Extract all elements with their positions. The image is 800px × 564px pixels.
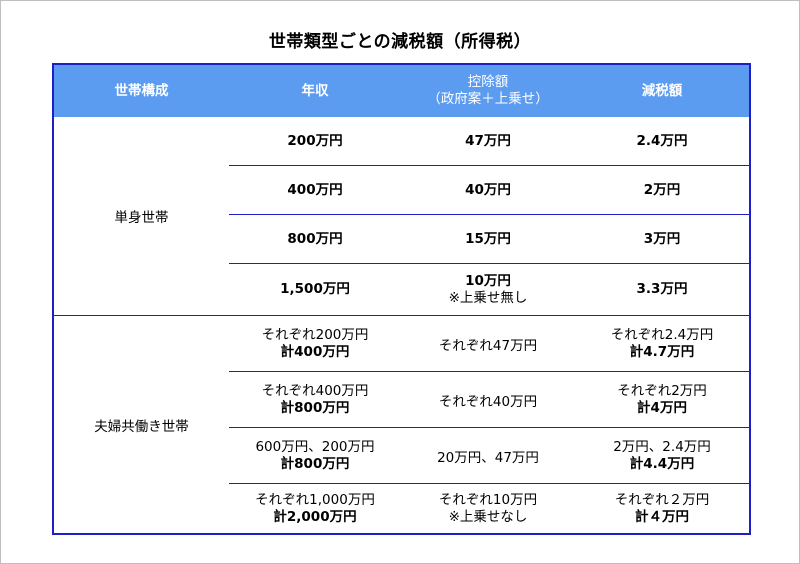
cell-income: 600万円、200万円 計800万円 xyxy=(229,427,401,484)
cell-income-total: 計2,000万円 xyxy=(273,508,357,525)
table-row: それぞれ1,000万円 計2,000万円 それぞれ10万円 ※上乗せなし それぞ… xyxy=(53,484,750,535)
cell-deduction: 47万円 xyxy=(401,117,575,166)
cell-deduction: それぞれ40万円 xyxy=(401,371,575,428)
table-row: 1,500万円 10万円 ※上乗せ無し 3.3万円 xyxy=(53,263,750,316)
table-row: 400万円 40万円 2万円 xyxy=(53,165,750,215)
cell-income-each: それぞれ1,000万円 xyxy=(255,491,375,508)
header-deduction-line1: 控除額 xyxy=(467,74,509,90)
cell-deduction-note: ※上乗せなし xyxy=(448,508,528,525)
header-household: 世帯構成 xyxy=(53,64,229,117)
cell-reduction: それぞれ２万円 計４万円 xyxy=(575,484,750,535)
header-reduction: 減税額 xyxy=(575,64,750,117)
page-title: 世帯類型ごとの減税額（所得税） xyxy=(268,32,532,52)
header-deduction-line2: （政府案＋上乗せ） xyxy=(427,91,549,107)
cell-income-total: 計400万円 xyxy=(280,343,350,360)
table-row: それぞれ400万円 計800万円 それぞれ40万円 それぞれ2万円 計4万円 xyxy=(53,371,750,428)
cell-income: それぞれ400万円 計800万円 xyxy=(229,371,401,428)
header-income: 年収 xyxy=(229,64,401,117)
cell-reduction-total: 計４万円 xyxy=(635,508,689,525)
cell-income-total: 計800万円 xyxy=(280,399,350,416)
cell-reduction: 2万円 xyxy=(575,165,750,215)
cell-deduction: それぞれ47万円 xyxy=(401,315,575,372)
cell-deduction: 10万円 ※上乗せ無し xyxy=(401,263,575,316)
group-label-couple: 夫婦共働き世帯 xyxy=(94,418,189,435)
cell-reduction: 3万円 xyxy=(575,214,750,264)
tax-reduction-table: 世帯構成 年収 控除額 （政府案＋上乗せ） 減税額 単身世帯 200万円 47万… xyxy=(52,63,751,535)
cell-income: 800万円 xyxy=(229,214,401,264)
cell-reduction-total: 計4.4万円 xyxy=(629,455,695,472)
cell-reduction: 2.4万円 xyxy=(575,117,750,166)
cell-deduction: それぞれ10万円 ※上乗せなし xyxy=(401,484,575,535)
cell-deduction-note: ※上乗せ無し xyxy=(448,289,528,306)
cell-income: 400万円 xyxy=(229,165,401,215)
table-row: 単身世帯 200万円 47万円 2.4万円 xyxy=(53,117,750,316)
cell-deduction: 40万円 xyxy=(401,165,575,215)
cell-deduction-value: 20万円、47万円 xyxy=(437,450,539,466)
cell-reduction-each: 2万円、2.4万円 xyxy=(613,438,711,455)
header-deduction: 控除額 （政府案＋上乗せ） xyxy=(401,64,575,117)
cell-deduction-value: それぞれ10万円 xyxy=(438,491,538,508)
cell-income-total: 計800万円 xyxy=(280,455,350,472)
cell-reduction: それぞれ2万円 計4万円 xyxy=(575,371,750,428)
cell-income: それぞれ1,000万円 計2,000万円 xyxy=(229,484,401,535)
cell-income: 1,500万円 xyxy=(229,263,401,316)
cell-income-each: それぞれ400万円 xyxy=(261,382,369,399)
cell-reduction-each: それぞれ2万円 xyxy=(617,382,707,399)
cell-income: それぞれ200万円 計400万円 xyxy=(229,315,401,372)
cell-income-each: 600万円、200万円 xyxy=(255,438,375,455)
table-header-row: 世帯構成 年収 控除額 （政府案＋上乗せ） 減税額 xyxy=(53,64,750,117)
cell-reduction-total: 計4万円 xyxy=(637,399,687,416)
cell-deduction-value: 10万円 xyxy=(465,272,511,289)
cell-deduction-value: それぞれ47万円 xyxy=(438,338,538,354)
group-label-single: 単身世帯 xyxy=(53,117,229,316)
cell-deduction: 15万円 xyxy=(401,214,575,264)
cell-deduction-value: それぞれ40万円 xyxy=(438,394,538,410)
cell-reduction-total: 計4.7万円 xyxy=(629,343,695,360)
cell-reduction: 3.3万円 xyxy=(575,263,750,316)
cell-reduction: 2万円、2.4万円 計4.4万円 xyxy=(575,427,750,484)
table-row: 夫婦共働き世帯 それぞれ200万円 計400万円 それぞれ47万円 それぞれ2.… xyxy=(53,315,750,435)
table-row: 800万円 15万円 3万円 xyxy=(53,214,750,264)
cell-reduction-each: それぞれ２万円 xyxy=(614,491,710,508)
cell-reduction-each: それぞれ2.4万円 xyxy=(610,326,714,343)
cell-deduction: 20万円、47万円 xyxy=(401,427,575,484)
cell-reduction: それぞれ2.4万円 計4.7万円 xyxy=(575,315,750,372)
cell-income: 200万円 xyxy=(229,117,401,166)
table-row: 600万円、200万円 計800万円 20万円、47万円 2万円、2.4万円 計… xyxy=(53,427,750,484)
cell-income-each: それぞれ200万円 xyxy=(261,326,369,343)
